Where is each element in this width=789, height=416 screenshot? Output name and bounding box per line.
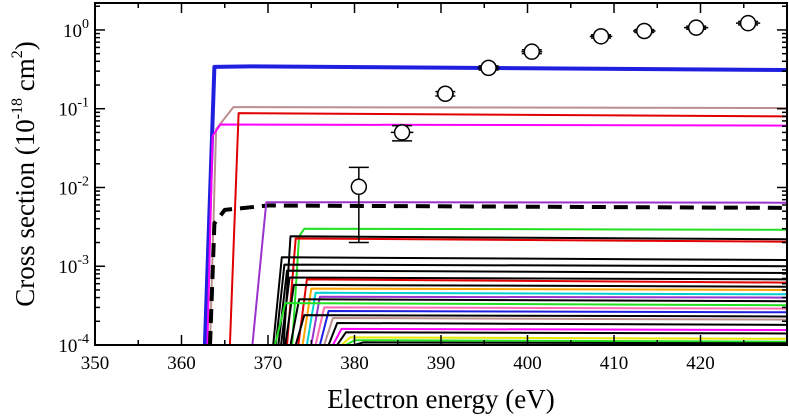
y-tick-base-0: 10 xyxy=(58,336,77,357)
data-point-1 xyxy=(393,124,411,141)
y-tick-exp-2: -2 xyxy=(77,174,89,189)
data-point-4 xyxy=(523,43,541,60)
x-tick-label-380: 380 xyxy=(340,353,369,374)
series-line-yellow xyxy=(340,336,787,345)
series-line-black-9 xyxy=(336,331,787,345)
series-line-magenta-low xyxy=(332,327,787,345)
series-line-blue-low xyxy=(318,310,787,345)
x-tick-label-390: 390 xyxy=(427,353,456,374)
series-line-black-2 xyxy=(274,263,787,345)
series-line-magenta xyxy=(206,123,787,345)
y-label-exp2: 2 xyxy=(9,50,26,58)
experimental-points xyxy=(348,14,761,244)
y-tick-exp-1: -3 xyxy=(77,253,89,268)
data-point-7 xyxy=(687,19,705,36)
y-tick-label-3: 10-1 xyxy=(58,96,89,121)
x-axis-label: Electron energy (eV) xyxy=(327,384,554,414)
series-line-green-top xyxy=(291,227,787,345)
series-line-black-6 xyxy=(289,298,787,345)
data-point-5 xyxy=(592,28,610,45)
y-tick-base-1: 10 xyxy=(58,257,77,278)
y-label-exp1: -18 xyxy=(9,98,26,119)
y-label-close: ) xyxy=(10,41,40,50)
series-line-red-upper xyxy=(228,112,787,345)
x-tick-label-360: 360 xyxy=(167,353,196,374)
y-tick-exp-4: 0 xyxy=(82,17,89,32)
series-line-black-5 xyxy=(284,283,787,345)
data-point-6 xyxy=(636,22,653,40)
y-label-main: Cross section (10 xyxy=(10,119,40,306)
series-line-orange xyxy=(301,287,787,345)
y-tick-label-2: 10-2 xyxy=(58,174,89,199)
series-line-violet xyxy=(310,295,787,345)
y-axis-label: Cross section (10-18 cm2) xyxy=(9,41,40,307)
series-line-dashed-sum xyxy=(208,203,787,345)
series-line-total xyxy=(202,64,787,345)
series-line-tan xyxy=(209,106,787,345)
series-line-black-1 xyxy=(272,256,787,345)
series-line-black-8 xyxy=(327,322,787,345)
y-tick-label-1: 10-3 xyxy=(58,253,89,278)
series-line-black-4 xyxy=(280,276,787,345)
series-line-green-mid xyxy=(273,302,787,345)
series-line-pink xyxy=(314,306,787,345)
y-label-unit: cm xyxy=(10,58,40,98)
data-point-8 xyxy=(739,14,757,32)
series-line-cyan xyxy=(305,291,787,345)
x-tick-label-420: 420 xyxy=(686,353,715,374)
series-line-purple xyxy=(251,201,787,345)
axis-ticks: 350 360 370 380 390 400 410 42010-410-310-210-1… xyxy=(58,3,787,374)
y-tick-label-4: 100 xyxy=(63,17,89,42)
series-line-tan-low xyxy=(323,317,787,345)
x-tick-label-350: 350 xyxy=(81,353,110,374)
y-tick-label-0: 10-4 xyxy=(58,332,89,357)
x-tick-label-410: 410 xyxy=(600,353,629,374)
y-tick-base-2: 10 xyxy=(58,178,77,199)
data-point-2 xyxy=(437,85,454,102)
series-layer xyxy=(202,64,787,345)
data-point-0 xyxy=(350,178,368,196)
y-tick-exp-3: -1 xyxy=(77,96,89,111)
y-tick-base-3: 10 xyxy=(58,100,77,121)
x-tick-label-400: 400 xyxy=(513,353,542,374)
data-point-3 xyxy=(480,59,497,77)
y-tick-exp-0: -4 xyxy=(77,332,89,347)
series-line-black-7 xyxy=(294,314,787,345)
x-tick-label-370: 370 xyxy=(254,353,283,374)
y-tick-base-4: 10 xyxy=(63,21,82,42)
